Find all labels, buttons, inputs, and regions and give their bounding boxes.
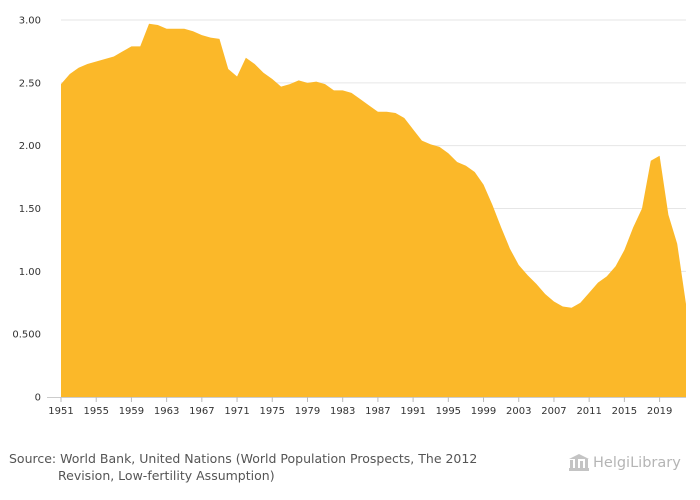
x-tick-label: 2019 (647, 406, 672, 417)
y-tick-label: 2.00 (19, 141, 41, 152)
x-tick-label: 1995 (436, 406, 461, 417)
x-tick-label: 2011 (576, 406, 601, 417)
y-tick-label: 1.00 (19, 267, 41, 278)
x-tick-label: 1975 (260, 406, 285, 417)
area-fill (61, 23, 686, 398)
y-tick-label: 0 (35, 393, 41, 404)
source-line-2: Revision, Low-fertility Assumption) (58, 468, 275, 483)
x-axis-ticks: 1951 1955 1959 1963 1967 1971 1975 1979 1983 1987… (48, 397, 672, 417)
x-tick-label: 1987 (365, 406, 390, 417)
y-tick-label: 1.50 (19, 204, 41, 215)
area-series (60, 23, 687, 398)
x-tick-label: 1959 (119, 406, 144, 417)
y-tick-label: 3.00 (19, 16, 41, 27)
source-line-1: Source: World Bank, United Nations (Worl… (9, 451, 478, 466)
chart-footer: Source: World Bank, United Nations (Worl… (0, 446, 700, 500)
library-icon (569, 454, 589, 471)
x-tick-label: 2003 (506, 406, 531, 417)
y-axis-ticks: 0 0.500 1.00 1.50 2.00 2.50 3.00 (12, 16, 41, 404)
x-tick-label: 1963 (154, 406, 179, 417)
brand-name: HelgiLibrary (593, 455, 681, 471)
brand-logo[interactable]: HelgiLibrary (568, 453, 681, 473)
x-tick-label: 1991 (400, 406, 425, 417)
y-tick-label: 0.500 (12, 330, 41, 341)
y-tick-label: 2.50 (19, 78, 41, 89)
x-tick-label: 1967 (189, 406, 214, 417)
source-note: Source: World Bank, United Nations (Worl… (9, 450, 509, 484)
x-tick-label: 1979 (295, 406, 320, 417)
x-tick-label: 1971 (224, 406, 249, 417)
x-tick-label: 1955 (83, 406, 108, 417)
x-tick-label: 1951 (48, 406, 73, 417)
x-tick-label: 1983 (330, 406, 355, 417)
x-tick-label: 2007 (541, 406, 566, 417)
x-tick-label: 2015 (612, 406, 637, 417)
x-tick-label: 1999 (471, 406, 496, 417)
